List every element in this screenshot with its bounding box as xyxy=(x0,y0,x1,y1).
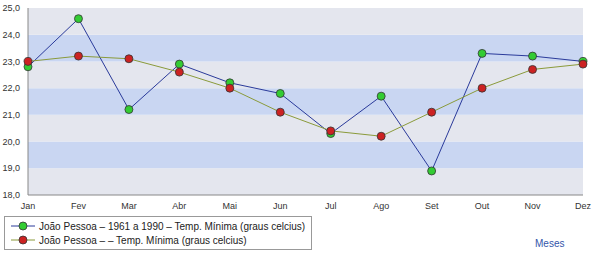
html-text:Meses: Meses xyxy=(535,238,565,249)
svg-text:Dez: Dez xyxy=(575,201,585,211)
svg-text:Fev: Fev xyxy=(71,201,87,211)
svg-text:25,0: 25,0 xyxy=(8,3,20,13)
svg-text:23,0: 23,0 xyxy=(8,57,20,67)
svg-text:22,0: 22,0 xyxy=(8,83,20,93)
svg-text:Set: Set xyxy=(425,201,439,211)
svg-text:19,0: 19,0 xyxy=(8,163,20,173)
svg-text:Jan: Jan xyxy=(21,201,36,211)
svg-text:Mai: Mai xyxy=(223,201,238,211)
svg-text:21,0: 21,0 xyxy=(8,110,20,120)
svg-text:Out: Out xyxy=(475,201,490,211)
html-text:João Pessoa – 1961 a 1990 – Te: João Pessoa – 1961 a 1990 – Temp. Mínima… xyxy=(39,220,306,232)
svg-text:Abr: Abr xyxy=(172,201,186,211)
svg-text:24,0: 24,0 xyxy=(8,30,20,40)
svg-text:18,0: 18,0 xyxy=(8,190,20,200)
html-text:João Pessoa – – Temp. Mínima (: João Pessoa – – Temp. Mínima (graus celc… xyxy=(39,234,247,246)
svg-text:Mar: Mar xyxy=(121,201,137,211)
svg-text:Jun: Jun xyxy=(273,201,288,211)
svg-text:Ago: Ago xyxy=(373,201,389,211)
svg-text:Jul: Jul xyxy=(325,201,337,211)
svg-text:20,0: 20,0 xyxy=(8,137,20,147)
svg-text:Nov: Nov xyxy=(525,201,542,211)
